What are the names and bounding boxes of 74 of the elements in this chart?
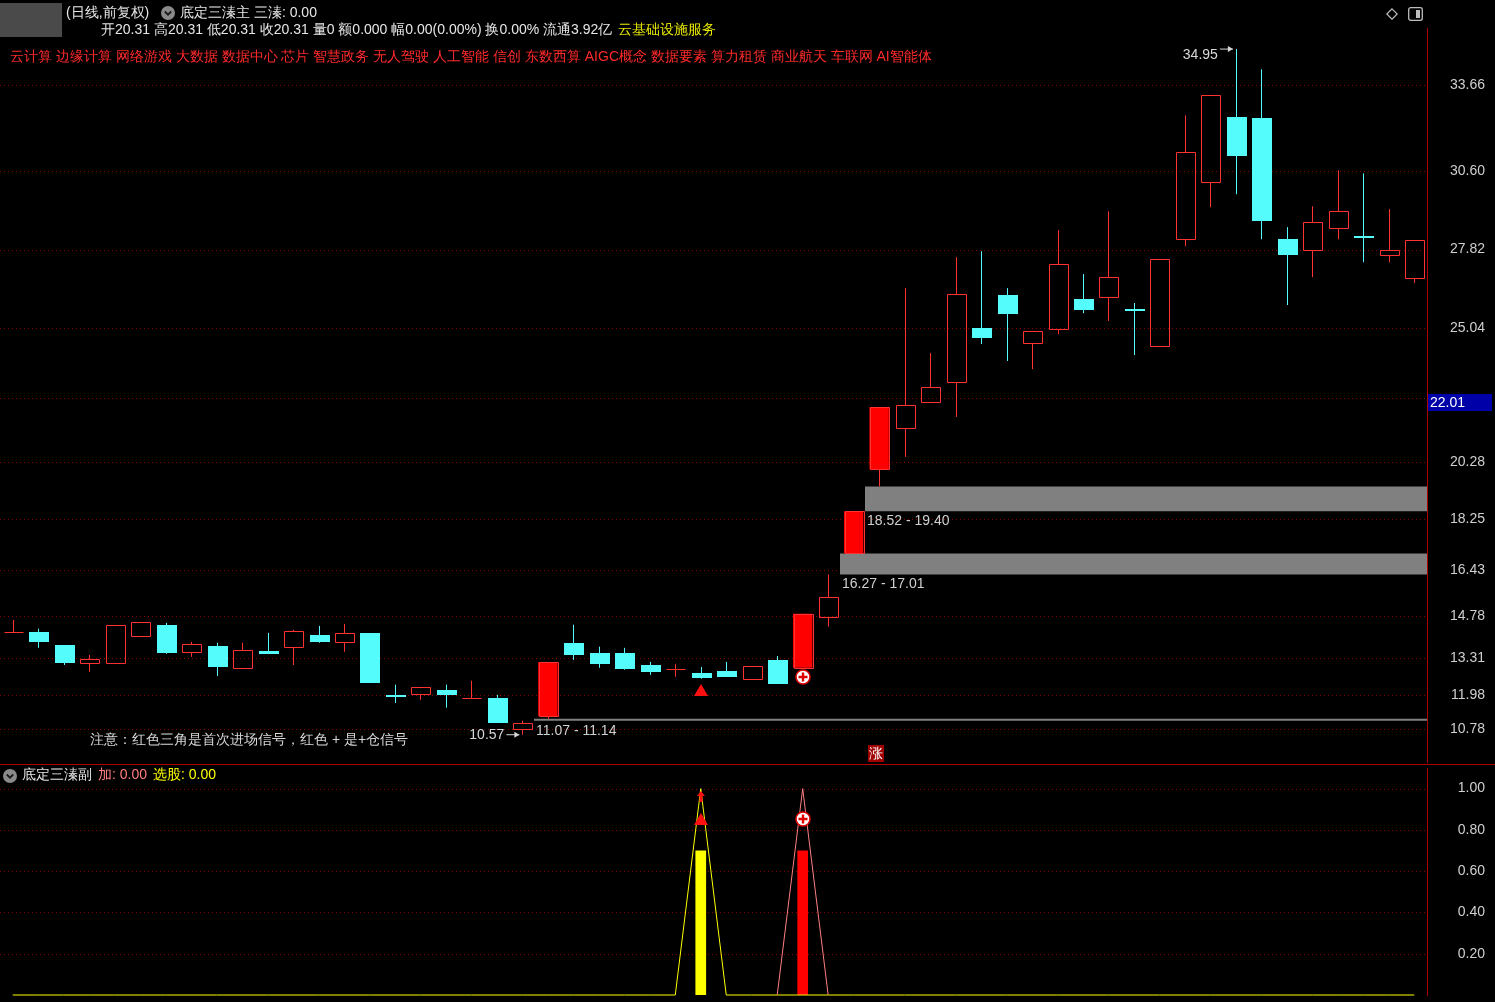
candlestick (259, 632, 279, 654)
candlestick (1329, 169, 1349, 240)
y-tick-label: 18.25 (1449, 509, 1486, 526)
annotation: 云计算 边缘计算 网络游戏 大数据 数据中心 芯片 智慧政务 无人驾驶 人工智能 信创 东数西算 AIGC概念 数据要素 算力租赁 商业航天 车联网 AI智能体 (10, 48, 932, 65)
annotation: 10.57 (469, 725, 505, 742)
candlestick (360, 633, 380, 683)
annotation: 注意：红色三角是首次进场信号，红色 + 是+仓信号 (90, 731, 409, 748)
candlestick (896, 287, 916, 458)
candlestick (666, 663, 686, 678)
annotation: 34.95 (1182, 45, 1219, 62)
y-tick-label: 0.20 (1457, 944, 1486, 961)
candlestick (1354, 172, 1374, 263)
candlestick (131, 622, 151, 637)
band-label: 18.52 - 19.40 (867, 512, 950, 529)
candlestick (1380, 208, 1400, 263)
annotation: 云基础设施服务 (618, 21, 717, 38)
candlestick (717, 661, 737, 677)
y-tick-label: 10.78 (1449, 719, 1486, 736)
candlestick (1176, 114, 1196, 247)
y-tick-label: 14.78 (1449, 607, 1486, 624)
annotation: 选股: 0.00 (153, 766, 217, 783)
candlestick (411, 687, 431, 701)
candlestick (1150, 259, 1170, 347)
candlestick (1099, 210, 1119, 322)
chart-title: 底定三溱副 (22, 766, 92, 783)
y-tick-label: 0.80 (1457, 820, 1486, 837)
candlestick (590, 646, 610, 669)
y-tick-label: 11.98 (1451, 685, 1486, 702)
candlestick (1125, 302, 1145, 356)
candlestick (1023, 331, 1043, 370)
y-tick-label: 13.31 (1449, 648, 1486, 665)
candlestick (386, 684, 406, 704)
annotation: 开20.31 高20.31 低20.31 收20.31 量0 额0.000 幅0.00(0.00%) 换0.00% 流通3.92亿 (101, 21, 613, 38)
candlestick (1074, 273, 1094, 314)
candlestick (462, 680, 482, 699)
candlestick (4, 619, 24, 633)
candlestick (1252, 68, 1272, 240)
candlestick (335, 623, 355, 653)
candlestick (1303, 205, 1323, 278)
y-tick-label: 0.60 (1457, 862, 1486, 879)
text: 22.01 (1428, 394, 1492, 411)
candlestick (743, 666, 763, 680)
candlestick (564, 624, 584, 661)
candlestick (106, 625, 126, 664)
candlestick (972, 250, 992, 345)
candlestick (208, 642, 228, 677)
y-tick-label: 33.66 (1449, 76, 1486, 93)
candlestick (870, 407, 890, 487)
y-tick-label: 16.43 (1449, 560, 1486, 577)
candlestick (819, 573, 839, 628)
y-tick-label: 1.00 (1457, 779, 1486, 796)
candlestick (921, 352, 941, 403)
annotation: 涨 (868, 745, 884, 762)
y-tick-label: 0.40 (1457, 903, 1486, 920)
candlestick (947, 256, 967, 418)
candlestick (437, 684, 457, 709)
candlestick (1278, 226, 1298, 306)
y-tick-label: 27.82 (1449, 240, 1486, 257)
candlestick (1049, 229, 1069, 335)
candlestick (80, 654, 100, 673)
y-tick-label: 30.60 (1449, 162, 1486, 179)
candlestick (55, 645, 75, 666)
y-tick-label: 25.04 (1449, 318, 1486, 335)
y-tick-label: 20.28 (1449, 452, 1486, 469)
chart-subtitle: 底定三溱主 三溱: 0.00 (180, 4, 317, 21)
band-label: 16.27 - 17.01 (842, 575, 925, 592)
annotation: 加: 0.00 (98, 766, 148, 783)
candlestick (29, 628, 49, 649)
candlestick (1201, 95, 1221, 208)
candlestick (310, 625, 330, 642)
band-label: 11.07 - 11.14 (536, 721, 617, 738)
candlestick (998, 287, 1018, 362)
chart-title: (日线,前复权) (66, 4, 150, 21)
candlestick (284, 629, 304, 666)
